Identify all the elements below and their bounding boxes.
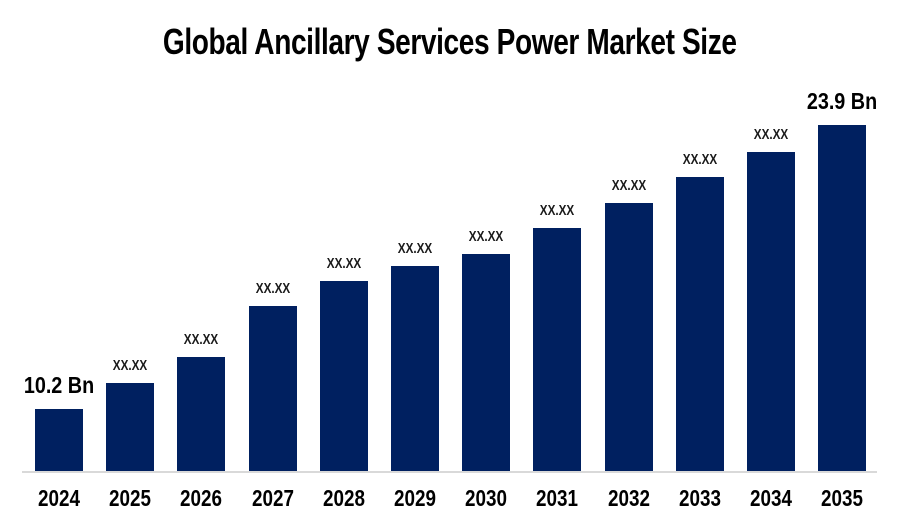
- chart-title-row: Global Ancillary Services Power Market S…: [0, 20, 900, 63]
- bar-value-label-2025: XX.XX: [112, 357, 148, 374]
- x-axis-label-2028: 2028: [322, 485, 365, 511]
- bar-value-label-2029: XX.XX: [397, 240, 433, 257]
- bar-2024: [35, 409, 83, 471]
- bar-value-label-2034: XX.XX: [753, 126, 789, 143]
- bar-2030: [462, 254, 511, 471]
- bar-value-label-2035: 23.9 Bn: [807, 88, 878, 114]
- bar-2027: [248, 306, 297, 471]
- bar-value-label-2032: XX.XX: [611, 177, 646, 194]
- x-axis-label-2031: 2031: [536, 485, 579, 511]
- bar-value-label-2024: 10.2 Bn: [23, 372, 95, 398]
- bar-2028: [319, 281, 368, 471]
- x-axis-label-2027: 2027: [251, 485, 294, 511]
- x-axis-label-2024: 2024: [38, 485, 80, 511]
- bar-value-label-2031: XX.XX: [540, 202, 575, 219]
- bar-2033: [675, 177, 724, 471]
- x-axis-label-2035: 2035: [821, 485, 864, 511]
- bar-2031: [533, 228, 582, 471]
- bar-value-label-2027: XX.XX: [255, 280, 290, 297]
- chart-title: Global Ancillary Services Power Market S…: [163, 21, 737, 62]
- x-axis-label-2034: 2034: [750, 485, 792, 511]
- bar-value-label-2028: XX.XX: [326, 255, 362, 272]
- bar-2034: [747, 152, 795, 471]
- bar-2032: [604, 203, 653, 471]
- bar-2029: [391, 266, 439, 471]
- bar-2025: [106, 383, 155, 471]
- bar-2035: [818, 125, 867, 471]
- x-axis-label-2026: 2026: [180, 485, 223, 511]
- bar-value-label-2030: XX.XX: [468, 228, 504, 245]
- x-axis-label-2033: 2033: [678, 485, 721, 511]
- x-axis-label-2030: 2030: [465, 485, 508, 511]
- bar-value-label-2033: XX.XX: [682, 151, 718, 168]
- bar-value-label-2026: XX.XX: [184, 331, 219, 348]
- x-axis-line: [22, 471, 877, 473]
- x-axis-label-2025: 2025: [109, 485, 152, 511]
- x-axis-label-2029: 2029: [394, 485, 436, 511]
- x-axis-label-2032: 2032: [607, 485, 650, 511]
- bar-2026: [177, 357, 226, 471]
